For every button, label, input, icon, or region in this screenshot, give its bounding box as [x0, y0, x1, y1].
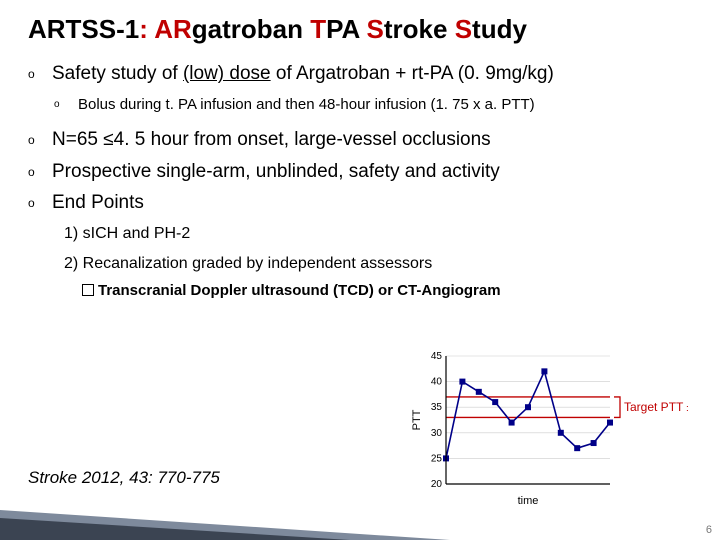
content: o Safety study of (low) dose of Argatrob… [28, 62, 700, 299]
svg-text:20: 20 [431, 479, 443, 490]
page-number: 6 [706, 524, 712, 536]
title-s2: S [455, 14, 472, 44]
b4-text: End Points [52, 192, 144, 213]
title-gatroban: gatroban [192, 14, 310, 44]
b2-text: N=65 ≤4. 5 hour from onset, large-vessel… [52, 129, 491, 150]
title-troke: troke [384, 14, 455, 44]
endpoint-2: 2) Recanalization graded by independent … [28, 253, 700, 275]
title-prefix: ARTSS-1 [28, 14, 139, 44]
svg-text:40: 40 [431, 377, 443, 388]
bullet-marker: o [28, 133, 35, 147]
bullet-marker: o [28, 165, 35, 179]
page-title: ARTSS-1: ARgatroban TPA Stroke Study [28, 14, 527, 45]
title-t: T [310, 14, 326, 44]
b1-pre: Safety study of [52, 63, 183, 84]
svg-text:35: 35 [431, 402, 443, 413]
b1a-text: Bolus during t. PA infusion and then 48-… [78, 96, 535, 113]
bullet-4: o End Points [28, 191, 700, 215]
ptt-chart: 20 25 30 35 40 45 PTT time Target PTT ± 5% [408, 348, 688, 508]
bullet-1a: o Bolus during t. PA infusion and then 4… [28, 96, 700, 114]
title-ar: AR [154, 14, 192, 44]
bullet-3: o Prospective single-arm, unblinded, saf… [28, 160, 700, 184]
endpoint-1: 1) sICH and PH-2 [28, 223, 700, 245]
citation: Stroke 2012, 43: 770-775 [28, 468, 220, 488]
title-pa: PA [326, 14, 366, 44]
b1-post: of Argatroban + rt-PA (0. 9mg/kg) [271, 63, 554, 84]
bullet-marker: o [28, 196, 35, 210]
svg-text:PTT: PTT [411, 409, 423, 430]
ep2a-text: Transcranial Doppler ultrasound (TCD) or… [98, 282, 501, 299]
b1-ul: (low) dose [183, 63, 271, 84]
checkbox-icon [82, 284, 94, 296]
bullet-marker: o [28, 67, 35, 81]
endpoint-2a: Transcranial Doppler ultrasound (TCD) or… [28, 282, 700, 299]
bullet-2: o N=65 ≤4. 5 hour from onset, large-vess… [28, 128, 700, 152]
bullet-marker: o [54, 99, 60, 110]
footer-wedge-dark [0, 518, 350, 540]
svg-text:time: time [518, 495, 539, 507]
b3-text: Prospective single-arm, unblinded, safet… [52, 161, 500, 182]
svg-text:45: 45 [431, 351, 443, 362]
svg-text:Target PTT ± 5%: Target PTT ± 5% [624, 400, 688, 414]
title-colon: : [139, 14, 148, 44]
svg-text:30: 30 [431, 428, 443, 439]
title-tudy: tudy [472, 14, 527, 44]
svg-text:25: 25 [431, 453, 443, 464]
title-s1: S [367, 14, 384, 44]
bullet-1: o Safety study of (low) dose of Argatrob… [28, 62, 700, 86]
